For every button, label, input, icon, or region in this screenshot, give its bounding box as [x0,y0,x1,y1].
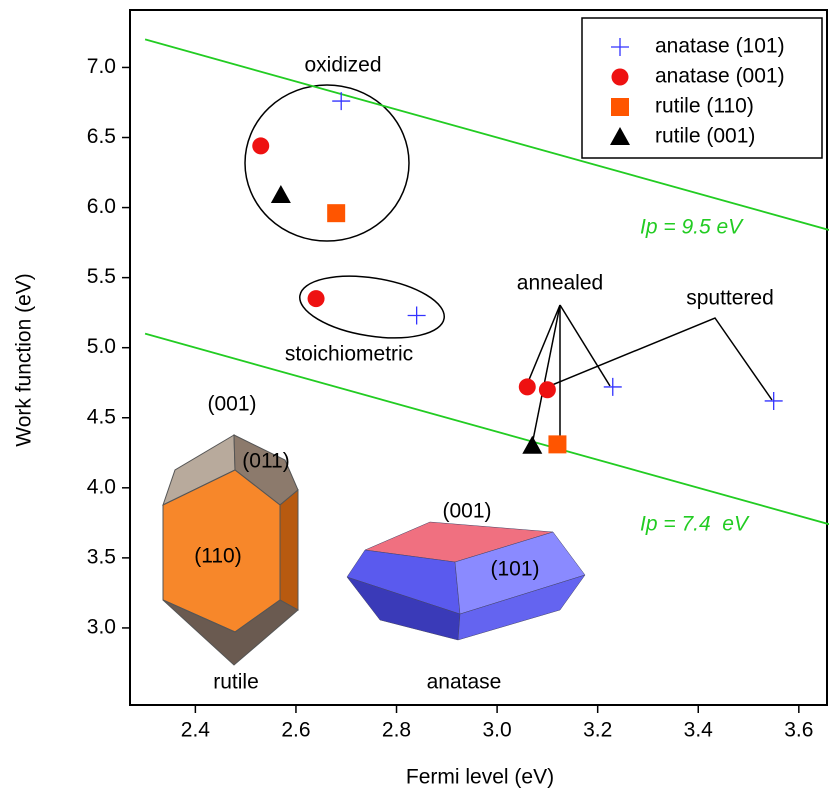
annotation: (001) [207,393,256,416]
anatase-crystal [346,521,586,641]
annotation: anatase [427,671,502,694]
y-axis-label: Work function (eV) [13,273,36,447]
x-axis-label: Fermi level (eV) [406,766,554,789]
y-tick-label: 5.0 [87,335,116,358]
point [307,290,325,308]
y-tick-label: 6.5 [87,125,116,148]
legend-marker [611,38,629,56]
legend-label: anatase (101) [655,35,785,58]
point [764,391,783,410]
point [270,184,291,203]
legend-marker [611,68,629,86]
annotations: oxidized stoichiometric annealed sputter… [194,54,774,694]
line-label: Ip = 9.5 eV [640,216,744,239]
group-ellipse [299,275,445,339]
point [522,435,543,454]
legend-marker [611,98,629,116]
reference-line [144,332,829,526]
legend-label: rutile (110) [655,95,754,118]
annotation: oxidized [304,54,381,77]
y-tick-label: 4.5 [87,405,116,428]
annotation: (001) [442,500,491,523]
legend-label: anatase (001) [655,65,785,88]
y-tick-label: 3.5 [87,545,116,568]
point [407,306,426,325]
annotation: (101) [490,558,539,581]
annotation: (011) [242,450,289,473]
group-ellipse [244,84,410,242]
point [252,137,270,155]
y-tick-label: 4.0 [87,475,116,498]
annotation: sputtered [686,287,774,310]
annotation: (110) [194,545,241,568]
legend-label: rutile (001) [655,125,755,148]
point [538,381,556,399]
line-label: Ip = 7.4 eV [640,513,750,536]
annotation: annealed [517,272,603,295]
point [327,204,346,223]
annotation: stoichiometric [285,343,413,366]
y-tick-label: 5.5 [87,265,116,288]
y-tick-label: 3.0 [87,615,116,638]
annotation-arrows [525,304,773,446]
x-tick-label: 3.4 [684,719,714,742]
x-tick-label: 2.8 [382,719,411,742]
x-tick-label: 3.6 [784,719,813,742]
y-tick-label: 6.0 [87,195,116,218]
point [603,377,622,396]
plot-frame [129,9,828,706]
point [548,435,567,454]
legend-marker [610,127,630,145]
x-tick-label: 3.0 [482,719,511,742]
y-tick-label: 7.0 [87,55,116,78]
point [332,92,351,111]
reference-line [144,38,829,231]
rutile-crystal [162,434,299,666]
x-tick-label: 2.4 [181,719,211,742]
annotation: rutile [213,671,259,694]
point [518,378,536,396]
x-tick-label: 2.6 [281,719,310,742]
x-tick-label: 3.2 [583,719,612,742]
